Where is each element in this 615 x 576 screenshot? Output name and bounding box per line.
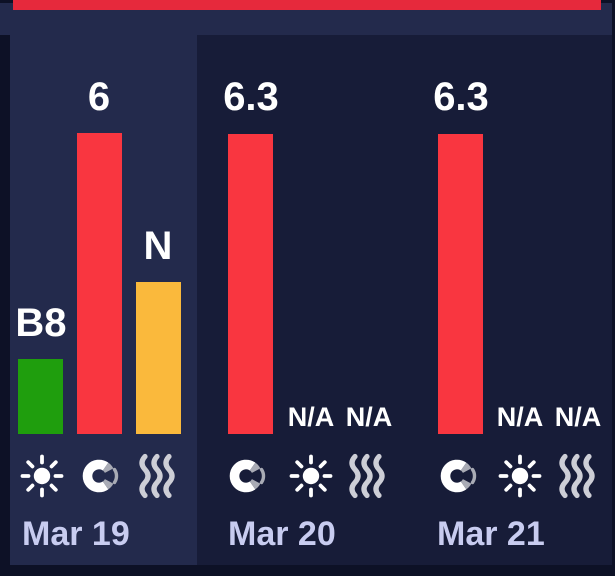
waves-icon: [556, 453, 600, 499]
na-label-waves: N/A: [345, 402, 393, 432]
day-column-mar21[interactable]: 6.3 N/A N/A Mar 21: [407, 35, 612, 565]
waves-icon: [346, 453, 390, 499]
value-label-waves: N: [143, 224, 173, 268]
day-column-mar20[interactable]: 6.3 N/A N/A Mar 20: [197, 35, 407, 565]
value-label-magnet: 6.3: [433, 75, 489, 119]
magnet-metric-bar: [77, 133, 122, 434]
magnet-metric-bar: [228, 134, 273, 434]
date-label: Mar 20: [228, 515, 336, 553]
sun-metric-bar: [18, 359, 63, 434]
value-label-magnet: 6.3: [223, 75, 279, 119]
na-label-sun: N/A: [496, 402, 544, 432]
value-label-magnet: 6: [87, 75, 111, 119]
na-label-sun: N/A: [287, 402, 335, 432]
magnet-icon: [228, 454, 272, 498]
magnet-metric-bar: [438, 134, 483, 434]
magnet-icon: [439, 454, 483, 498]
magnet-icon: [81, 454, 125, 498]
waves-metric-bar: [136, 282, 181, 434]
waves-icon: [136, 453, 180, 499]
day-column-mar19[interactable]: B8 6 N Mar 19: [10, 35, 197, 565]
na-label-waves: N/A: [554, 402, 602, 432]
date-label: Mar 19: [22, 515, 130, 553]
top-accent-bar: [13, 0, 601, 10]
sun-icon: [289, 454, 333, 498]
sun-icon: [498, 454, 542, 498]
date-label: Mar 21: [437, 515, 545, 553]
sun-icon: [20, 454, 64, 498]
value-label-sun: B8: [15, 301, 67, 345]
